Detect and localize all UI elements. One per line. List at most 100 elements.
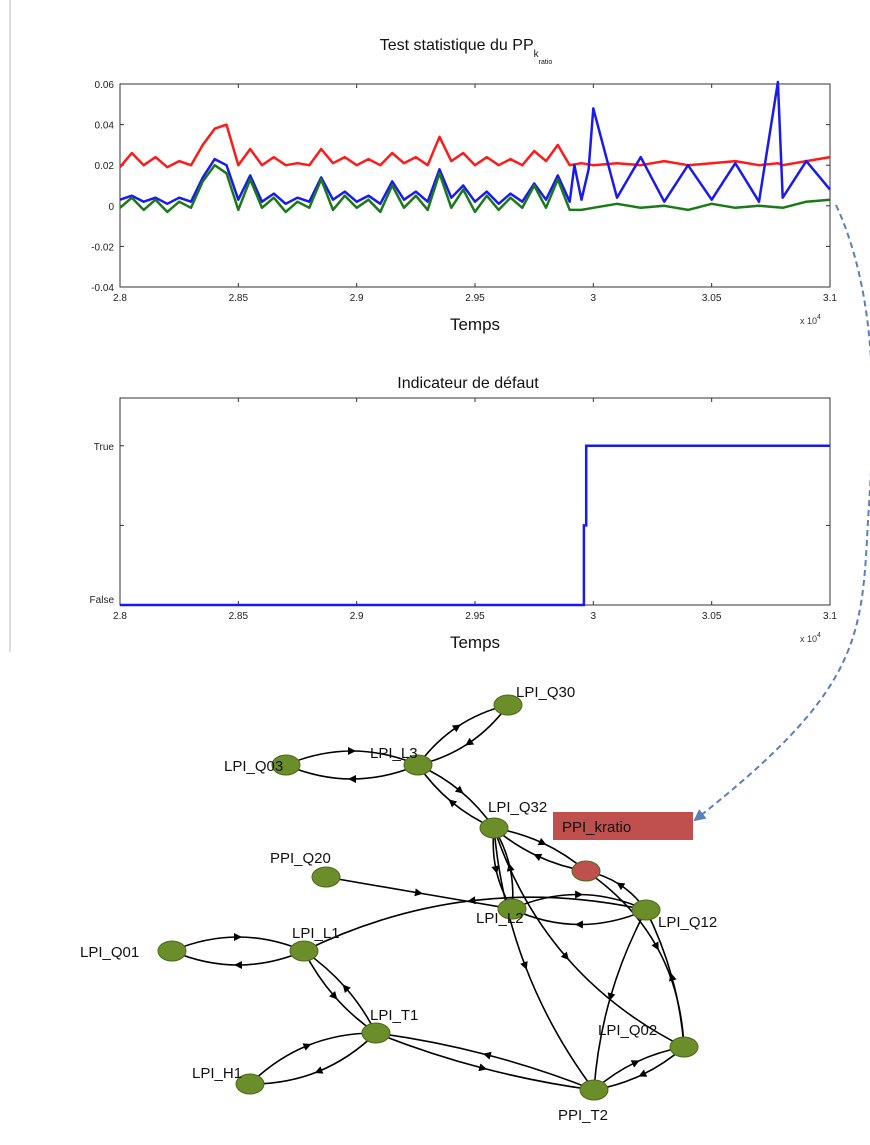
edge-q12-t2 <box>593 909 647 1091</box>
edge-l3-q30 <box>417 704 509 766</box>
chart-2-xtick-label: 3 <box>591 611 597 622</box>
chart-2-xtick-label: 3.1 <box>823 611 837 622</box>
chart-1: Test statistique du PPkratio 2.8 2.85 2.9 2… <box>91 37 837 334</box>
edge-t2-q02 <box>593 1046 685 1091</box>
edge-t1-l1 <box>303 950 377 1034</box>
node-ppi-t2 <box>579 1079 609 1101</box>
chart-2-ytick-label: False <box>90 595 115 606</box>
graph-labels: LPI_Q30 LPI_L3 LPI_Q03 LPI_Q32 PPI_Q20 LPI_L2… <box>80 684 717 1124</box>
chart-1-x-multiplier-base: x 10 <box>800 316 817 326</box>
node-label-lpi-l2: LPI_L2 <box>476 910 524 927</box>
node-lpi-q01 <box>157 940 187 962</box>
chart-2-x-multiplier: x 104 <box>800 632 821 644</box>
node-label-lpi-h1: LPI_H1 <box>192 1065 242 1082</box>
edge-l2-q12 <box>511 890 647 911</box>
chart-1-xtick-label: 3 <box>591 293 597 304</box>
chart-2-xtick-label: 3.05 <box>702 611 722 622</box>
edge-t1-h1 <box>249 1032 377 1085</box>
node-lpi-q12 <box>631 899 661 921</box>
chart-1-ytick-label: 0.02 <box>95 161 115 172</box>
chart-1-ytick-label: 0.04 <box>95 121 115 132</box>
chart-1-xtick-label: 3.05 <box>702 293 722 304</box>
chart-2-xtick-label: 2.9 <box>350 611 364 622</box>
node-ppi-kratio <box>571 860 601 882</box>
edge-l3-q03 <box>285 764 419 783</box>
chart-1-xtick-label: 2.8 <box>113 293 127 304</box>
node-lpi-q32 <box>479 817 509 839</box>
edge-q32-l3 <box>417 764 495 829</box>
chart-1-title-main: Test statistique du PP <box>380 37 534 54</box>
node-lpi-q02 <box>669 1036 699 1058</box>
edge-l1-q01 <box>171 950 305 969</box>
edge-h1-t1 <box>249 1032 377 1085</box>
chart-2-ticks: 2.8 2.85 2.9 2.95 3 3.05 3.1 False True <box>90 398 837 622</box>
chart-2-series <box>120 444 830 607</box>
chart-2-xtick-label: 2.85 <box>229 611 249 622</box>
chart-2-ytick-label: True <box>94 442 115 453</box>
graph-edges <box>171 704 685 1091</box>
chart-1-plot-area <box>119 83 831 288</box>
chart-1-ytick-label: -0.02 <box>91 242 114 253</box>
chart-1-title-subsub: ratio <box>539 59 553 66</box>
chart-2-plot-area <box>119 397 831 606</box>
node-lpi-l1 <box>289 940 319 962</box>
chart-1-title: Test statistique du PPkratio <box>380 37 553 66</box>
node-label-ppi-q20: PPI_Q20 <box>270 850 331 867</box>
node-lpi-q30 <box>493 694 523 716</box>
edge-q20-l2 <box>325 876 513 910</box>
chart-2-xlabel: Temps <box>450 633 500 652</box>
node-label-lpi-t1: LPI_T1 <box>370 1007 418 1024</box>
chart-2-xtick-label: 2.8 <box>113 611 127 622</box>
connector-arrow <box>693 204 870 822</box>
edge-q12-l1 <box>303 896 647 952</box>
edge-q03-l3 <box>285 747 419 766</box>
chart-2-title: Indicateur de défaut <box>397 375 539 392</box>
chart-1-ytick-label: -0.04 <box>91 283 114 294</box>
node-label-lpi-q30: LPI_Q30 <box>516 684 575 701</box>
chart-1-ytick-label: 0 <box>108 202 114 213</box>
edge-t1-t2 <box>375 1032 595 1091</box>
chart-1-ytick-label: 0.06 <box>95 80 115 91</box>
chart-1-xtick-label: 2.95 <box>465 293 485 304</box>
edge-l1-t1 <box>303 950 377 1034</box>
node-label-lpi-q01: LPI_Q01 <box>80 944 139 961</box>
chart-1-title-sub: k <box>534 49 540 60</box>
chart-1-series <box>119 80 831 214</box>
node-ppi-q20 <box>311 866 341 888</box>
node-label-lpi-q02: LPI_Q02 <box>598 1022 657 1039</box>
edge-q32-q02 <box>493 827 685 1048</box>
edge-q12-l2 <box>511 908 647 929</box>
chart-1-series-line-2 <box>119 163 831 214</box>
chart-1-series-line-1 <box>119 80 831 206</box>
chart-1-x-multiplier-exp: 4 <box>817 314 821 321</box>
edge-l3-q32 <box>417 764 495 829</box>
chart-2-x-multiplier-base: x 10 <box>800 634 817 644</box>
node-label-lpi-q12: LPI_Q12 <box>658 914 717 931</box>
ppi-kratio-box <box>553 812 693 840</box>
edge-q01-l1 <box>171 933 305 952</box>
chart-1-xtick-label: 2.9 <box>350 293 364 304</box>
chart-1-xtick-label: 3.1 <box>823 293 837 304</box>
node-label-lpi-l1: LPI_L1 <box>292 925 340 942</box>
chart-2: Indicateur de défaut 2.8 2.85 2.9 2.95 3 3.05… <box>90 375 838 652</box>
chart-1-x-multiplier: x 104 <box>800 314 821 326</box>
node-label-lpi-l3: LPI_L3 <box>370 745 418 762</box>
chart-1-xlabel: Temps <box>450 315 500 334</box>
edge-t2-t1 <box>375 1032 595 1091</box>
node-lpi-t1 <box>361 1022 391 1044</box>
edge-kratio-q32 <box>493 827 587 872</box>
chart-2-series-line-0 <box>120 444 830 607</box>
node-label-ppi-t2: PPI_T2 <box>558 1107 608 1124</box>
edge-q32-l2 <box>491 827 513 910</box>
graph-nodes <box>157 694 699 1101</box>
chart-1-xtick-label: 2.85 <box>229 293 249 304</box>
edge-q32-t2 <box>493 827 595 1091</box>
edge-q30-l3 <box>417 704 509 766</box>
ppi-kratio-label: PPI_kratio <box>562 819 631 836</box>
node-lpi-l3 <box>403 754 433 776</box>
edge-q02-t2 <box>593 1046 685 1091</box>
chart-2-xtick-label: 2.95 <box>465 611 485 622</box>
node-label-lpi-q32: LPI_Q32 <box>488 799 547 816</box>
node-label-lpi-q03: LPI_Q03 <box>224 758 283 775</box>
